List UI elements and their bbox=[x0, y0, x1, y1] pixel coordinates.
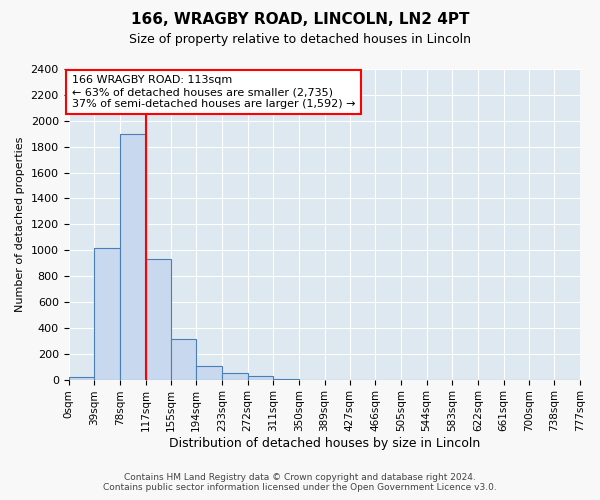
Text: 166 WRAGBY ROAD: 113sqm
← 63% of detached houses are smaller (2,735)
37% of semi: 166 WRAGBY ROAD: 113sqm ← 63% of detache… bbox=[72, 76, 355, 108]
Bar bbox=[273, 379, 299, 380]
Bar bbox=[146, 259, 171, 380]
Bar bbox=[94, 248, 120, 380]
Text: Contains HM Land Registry data © Crown copyright and database right 2024.
Contai: Contains HM Land Registry data © Crown c… bbox=[103, 473, 497, 492]
Text: Size of property relative to detached houses in Lincoln: Size of property relative to detached ho… bbox=[129, 32, 471, 46]
Y-axis label: Number of detached properties: Number of detached properties bbox=[15, 136, 25, 312]
Bar bbox=[248, 376, 273, 380]
Bar bbox=[196, 366, 222, 380]
Text: 166, WRAGBY ROAD, LINCOLN, LN2 4PT: 166, WRAGBY ROAD, LINCOLN, LN2 4PT bbox=[131, 12, 469, 28]
Bar bbox=[170, 340, 196, 380]
Bar bbox=[68, 377, 94, 380]
Bar bbox=[120, 134, 146, 380]
X-axis label: Distribution of detached houses by size in Lincoln: Distribution of detached houses by size … bbox=[169, 437, 480, 450]
Bar bbox=[222, 373, 248, 380]
